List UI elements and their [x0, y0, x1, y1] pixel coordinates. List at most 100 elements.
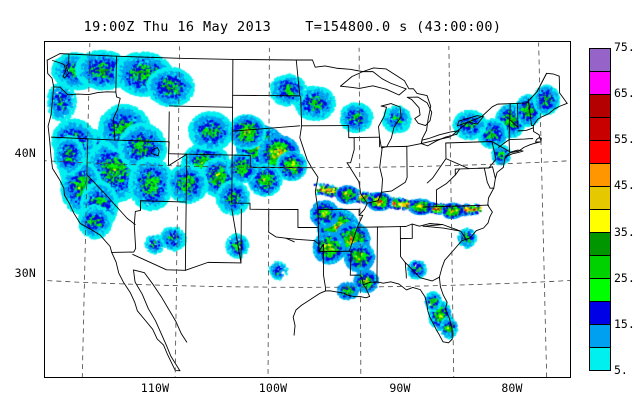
colorbar-segment-70	[590, 49, 610, 71]
colorbar-tick-45: 45.	[614, 178, 635, 193]
colorbar-tick-65: 65.	[614, 86, 635, 101]
y-tick-label-30n: 30N	[14, 266, 36, 280]
colorbar-tick-15: 15.	[614, 316, 635, 331]
map-outline-18	[186, 153, 313, 169]
map-outline-12	[456, 115, 484, 127]
colorbar-segment-20	[590, 278, 610, 301]
gridline-lon-70	[538, 42, 548, 377]
map-outline-7	[59, 53, 568, 145]
colorbar-segment-15	[590, 301, 610, 324]
colorbar-segment-30	[590, 232, 610, 255]
map-outline-6	[535, 137, 542, 143]
x-tick-label-90w: 90W	[389, 381, 411, 395]
map-plot-area	[44, 41, 571, 378]
colorbar-segment-35	[590, 209, 610, 232]
map-outline-62	[454, 168, 461, 176]
map-outline-10	[406, 96, 433, 127]
map-outline-4	[438, 102, 568, 278]
map-outline-13	[111, 55, 188, 253]
map-outline-9	[378, 103, 402, 149]
map-outline-19	[231, 154, 299, 210]
y-tick-label-40n: 40N	[14, 146, 36, 160]
map-outline-37	[317, 209, 352, 252]
map-outline-42	[356, 223, 466, 239]
colorbar-segment-45	[590, 163, 610, 186]
map-outline-33	[377, 145, 408, 202]
map-outline-14	[51, 136, 116, 141]
colorbar-segment-25	[590, 255, 610, 278]
colorbar-tick-35: 35.	[614, 224, 635, 239]
x-tick-label-110w: 110W	[140, 381, 170, 395]
map-outline-5	[505, 149, 524, 157]
map-outline-73	[268, 208, 320, 245]
map-outline-45	[399, 223, 413, 240]
gridline-lat-30	[45, 280, 570, 288]
map-outline-74	[285, 237, 295, 243]
map-outline-58	[510, 102, 519, 128]
map-outline-21	[184, 201, 187, 271]
map-outline-57	[508, 138, 534, 141]
gridline-lon-110	[174, 46, 180, 377]
colorbar-segment-5	[590, 347, 610, 370]
colorbar-tick-5: 5.	[614, 363, 628, 377]
colorbar-segment-55	[590, 117, 610, 140]
map-outline-61	[536, 72, 548, 93]
map-outline-50	[435, 167, 490, 208]
map-outline-1	[111, 251, 181, 372]
map-outline-59	[517, 127, 534, 132]
map-outline-11	[420, 130, 460, 147]
gridline-lon-100	[267, 47, 270, 377]
map-outline-60	[527, 98, 534, 126]
map-outline-52	[445, 158, 470, 170]
map-outline-40	[348, 214, 364, 252]
map-outline-66	[46, 53, 61, 61]
colorbar-segment-10	[590, 324, 610, 347]
map-outline-65	[488, 166, 496, 179]
colorbar-segment-60	[590, 94, 610, 117]
colorbar	[589, 48, 611, 371]
map-outline-0	[46, 59, 113, 253]
map-outline-26	[299, 96, 319, 210]
colorbar-segment-50	[590, 140, 610, 163]
x-tick-label-80w: 80W	[501, 381, 523, 395]
map-outline-3	[292, 276, 453, 344]
gridline-lon-120	[81, 43, 91, 377]
map-outline-56	[508, 103, 511, 141]
map-outline-72	[297, 209, 319, 228]
colorbar-tick-25: 25.	[614, 270, 635, 285]
map-outline-68	[53, 86, 117, 96]
map-inner	[45, 42, 570, 377]
map-outline-43	[399, 226, 407, 279]
map-outline-69	[168, 141, 188, 155]
map-outline-51	[426, 142, 447, 184]
colorbar-segment-40	[590, 186, 610, 209]
colorbar-tick-75: 75.	[614, 40, 635, 54]
radar-reflectivity-layer	[45, 42, 570, 377]
map-outline-36	[317, 208, 360, 216]
map-outline-46	[422, 204, 490, 208]
map-outline-24	[295, 59, 302, 98]
map-outline-38	[318, 243, 326, 292]
map-outline-27	[231, 125, 301, 132]
map-outline-2	[133, 269, 188, 372]
x-tick-label-100w: 100W	[258, 381, 288, 395]
map-outline-29	[346, 125, 355, 164]
map-outline-55	[498, 139, 510, 152]
map-outline-49	[422, 225, 462, 232]
colorbar-tick-55: 55.	[614, 132, 635, 147]
map-geography-layer	[45, 42, 570, 377]
chart-title: 19:00Z Thu 16 May 2013 T=154800.0 s (43:…	[83, 19, 502, 35]
map-outline-8	[339, 71, 407, 96]
gridline-lat-40	[45, 160, 570, 169]
colorbar-segment-65	[590, 71, 610, 94]
map-outline-39	[349, 250, 364, 286]
map-outline-15	[86, 138, 136, 225]
map-outline-64	[483, 167, 495, 189]
map-outline-25	[232, 94, 301, 97]
map-outline-34	[358, 146, 383, 216]
map-outline-35	[346, 162, 368, 204]
map-outline-44	[404, 262, 440, 282]
gridline-lon-80	[448, 45, 455, 377]
map-outline-67	[52, 53, 70, 79]
